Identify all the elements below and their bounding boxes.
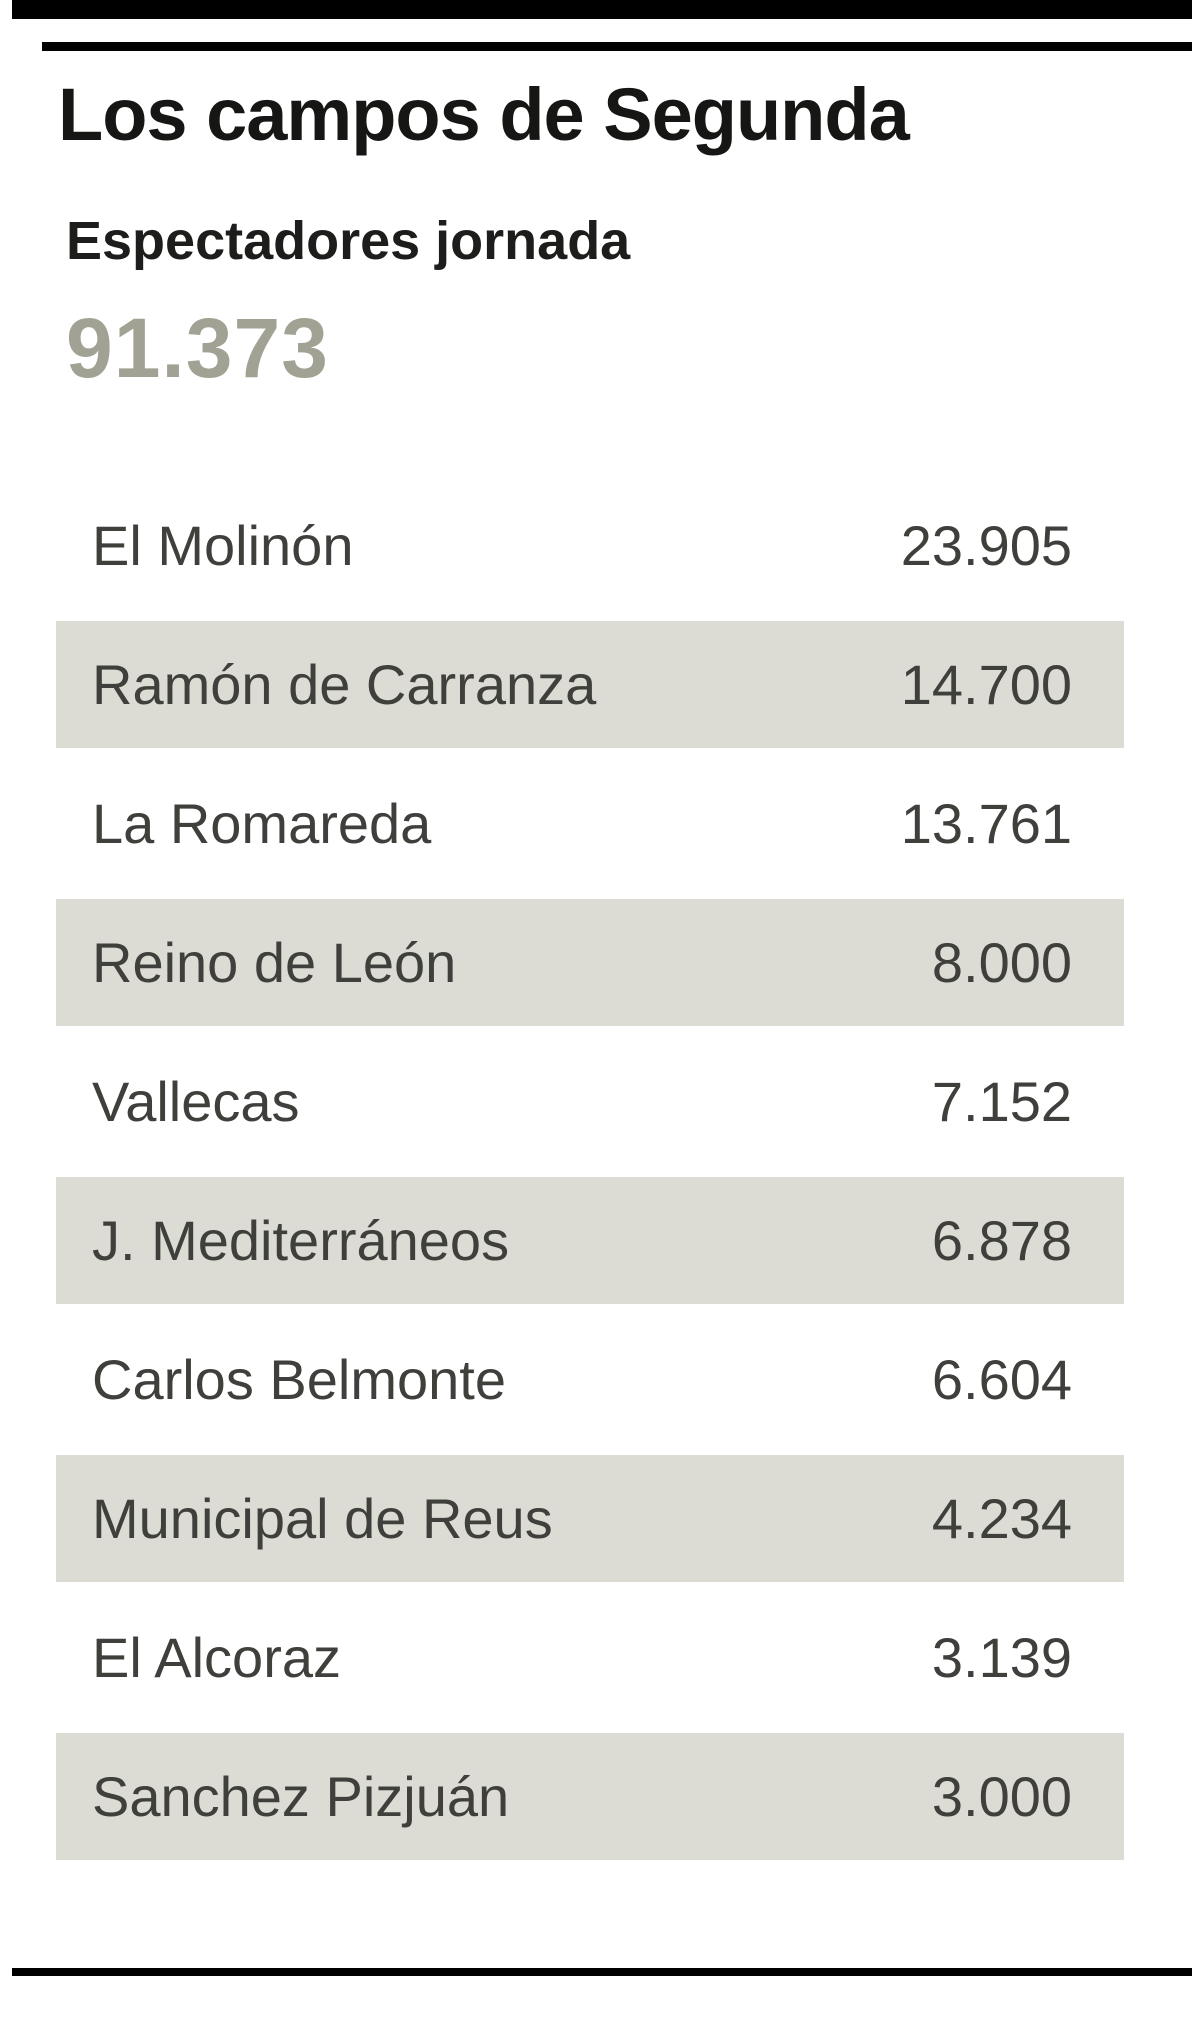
attendance-value: 3.139: [931, 1626, 1072, 1689]
stadium-name: Reino de León: [92, 931, 457, 994]
stadium-name: Municipal de Reus: [92, 1487, 553, 1550]
attendance-value: 4.234: [931, 1487, 1072, 1550]
top-thin-rule: [42, 42, 1192, 51]
page-title: Los campos de Segunda: [58, 73, 910, 156]
table-row: Municipal de Reus 4.234: [56, 1455, 1124, 1582]
attendance-value: 7.152: [931, 1070, 1072, 1133]
table-row: Reino de León 8.000: [56, 899, 1124, 1026]
stadium-name: Carlos Belmonte: [92, 1348, 506, 1411]
table-row: Vallecas 7.152: [56, 1038, 1124, 1165]
attendance-value: 14.700: [900, 653, 1072, 716]
attendance-value: 6.878: [931, 1209, 1072, 1272]
attendance-value: 23.905: [900, 514, 1072, 577]
attendance-value: 8.000: [931, 931, 1072, 994]
stadium-name: Vallecas: [92, 1070, 300, 1133]
total-spectators: 91.373: [66, 301, 329, 395]
table-row: J. Mediterráneos 6.878: [56, 1177, 1124, 1304]
stadium-name: La Romareda: [92, 792, 432, 855]
stadium-name: El Alcoraz: [92, 1626, 341, 1689]
stadium-name: Ramón de Carranza: [92, 653, 597, 716]
attendance-value: 3.000: [931, 1765, 1072, 1828]
table-row: El Alcoraz 3.139: [56, 1594, 1124, 1721]
table-row: La Romareda 13.761: [56, 760, 1124, 887]
subtitle: Espectadores jornada: [66, 211, 631, 271]
table-row: El Molinón 23.905: [56, 482, 1124, 609]
top-thick-rule: [12, 0, 1192, 19]
table-row: Carlos Belmonte 6.604: [56, 1316, 1124, 1443]
attendance-table: El Molinón 23.905 Ramón de Carranza 14.700 L…: [56, 482, 1124, 1872]
attendance-value: 6.604: [931, 1348, 1072, 1411]
table-row: Ramón de Carranza 14.700: [56, 621, 1124, 748]
attendance-value: 13.761: [900, 792, 1072, 855]
stadium-name: El Molinón: [92, 514, 354, 577]
stadium-name: J. Mediterráneos: [92, 1209, 510, 1272]
bottom-rule: [12, 1968, 1192, 1976]
table-row: Sanchez Pizjuán 3.000: [56, 1733, 1124, 1860]
stadium-name: Sanchez Pizjuán: [92, 1765, 510, 1828]
